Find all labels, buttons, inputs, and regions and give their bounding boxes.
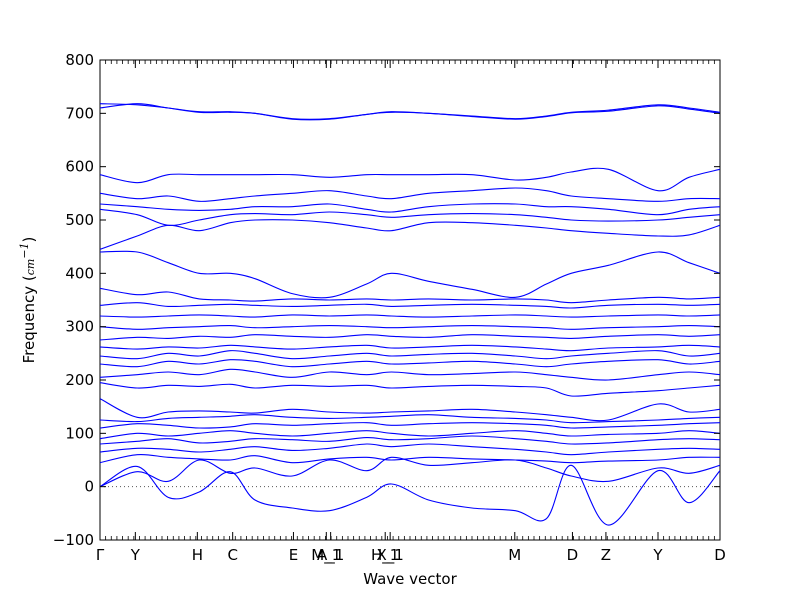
- y-axis-label-open: (: [20, 275, 38, 281]
- x-tick-label: E: [289, 546, 298, 564]
- x-tick-label: C: [227, 546, 237, 564]
- band-line-2: [100, 456, 720, 488]
- y-tick-label: −100: [53, 531, 94, 549]
- x-tick-label: M_1: [311, 546, 341, 565]
- y-ticks: −100 0 100 200 300 400 500 600 700 800: [53, 51, 720, 549]
- band-line-12: [100, 359, 720, 368]
- y-tick-label: 800: [65, 51, 94, 69]
- x-tick-label: H_1: [371, 546, 399, 565]
- band-line-5: [100, 435, 720, 445]
- y-tick-label: 200: [65, 371, 94, 389]
- series-lines: [100, 103, 720, 526]
- plot-frame: [99, 59, 721, 541]
- y-axis-label-text: Frequency: [20, 286, 38, 364]
- y-tick-label: 400: [65, 264, 94, 282]
- x-tick-label: H: [192, 546, 203, 564]
- x-minor-ticks: [99, 60, 721, 540]
- band-line-25: [100, 167, 720, 192]
- band-line-10: [100, 382, 720, 397]
- band-line-13: [100, 350, 720, 360]
- band-line-19: [100, 287, 720, 304]
- band-line-23: [100, 203, 720, 216]
- y-tick-label: 500: [65, 211, 94, 229]
- band-line-24: [100, 187, 720, 202]
- band-line-9: [100, 398, 720, 422]
- band-line-7: [100, 422, 720, 429]
- x-tick-label: Z: [601, 546, 611, 564]
- band-line-11: [100, 368, 720, 381]
- x-ticks: Γ Y H C E M_1A_1 H_1X_1 M D Z Y D: [96, 60, 726, 565]
- band-line-27: [100, 103, 720, 121]
- y-axis-unit-exp: −1: [18, 242, 31, 258]
- y-axis-label-group: Frequency (cm−1): [18, 237, 38, 364]
- band-line-15: [100, 334, 720, 341]
- band-line-14: [100, 344, 720, 352]
- x-tick-label: Y: [130, 546, 141, 564]
- x-tick-label: Γ: [96, 546, 105, 564]
- x-tick-label: Y: [652, 546, 663, 564]
- x-tick-label: A_1: [317, 546, 344, 565]
- x-tick-label: X_1: [376, 546, 403, 565]
- band-line-8: [100, 414, 720, 424]
- y-axis-label: Frequency (cm−1): [18, 237, 38, 364]
- y-tick-label: 700: [65, 104, 94, 122]
- band-line-21: [100, 219, 720, 250]
- y-tick-label: 0: [84, 478, 94, 496]
- x-axis-label: Wave vector: [363, 570, 457, 588]
- band-line-4: [100, 443, 720, 456]
- band-line-22: [100, 208, 720, 226]
- band-line-17: [100, 314, 720, 318]
- band-line-6: [100, 430, 720, 440]
- band-line-16: [100, 325, 720, 330]
- band-line-18: [100, 302, 720, 309]
- band-line-20: [100, 250, 720, 299]
- y-tick-label: 300: [65, 318, 94, 336]
- x-tick-label: D: [714, 546, 726, 564]
- x-tick-label: M: [508, 546, 521, 564]
- y-axis-label-close: ): [20, 237, 38, 243]
- band-line-1: [100, 464, 720, 526]
- band-line-3: [100, 453, 720, 464]
- y-tick-label: 100: [65, 424, 94, 442]
- x-tick-label: D: [567, 546, 579, 564]
- y-tick-label: 600: [65, 158, 94, 176]
- y-axis-unit: cm: [24, 259, 37, 276]
